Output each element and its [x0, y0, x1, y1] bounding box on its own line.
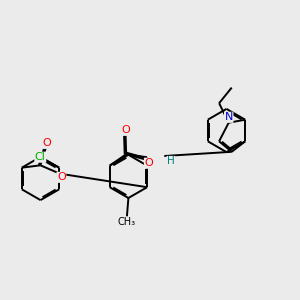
Text: N: N: [224, 112, 233, 122]
Text: H: H: [167, 156, 175, 167]
Text: O: O: [121, 125, 130, 135]
Text: O: O: [144, 158, 153, 168]
Text: CH₃: CH₃: [118, 217, 136, 227]
Text: O: O: [57, 172, 66, 182]
Text: Cl: Cl: [35, 152, 46, 162]
Text: O: O: [42, 138, 51, 148]
